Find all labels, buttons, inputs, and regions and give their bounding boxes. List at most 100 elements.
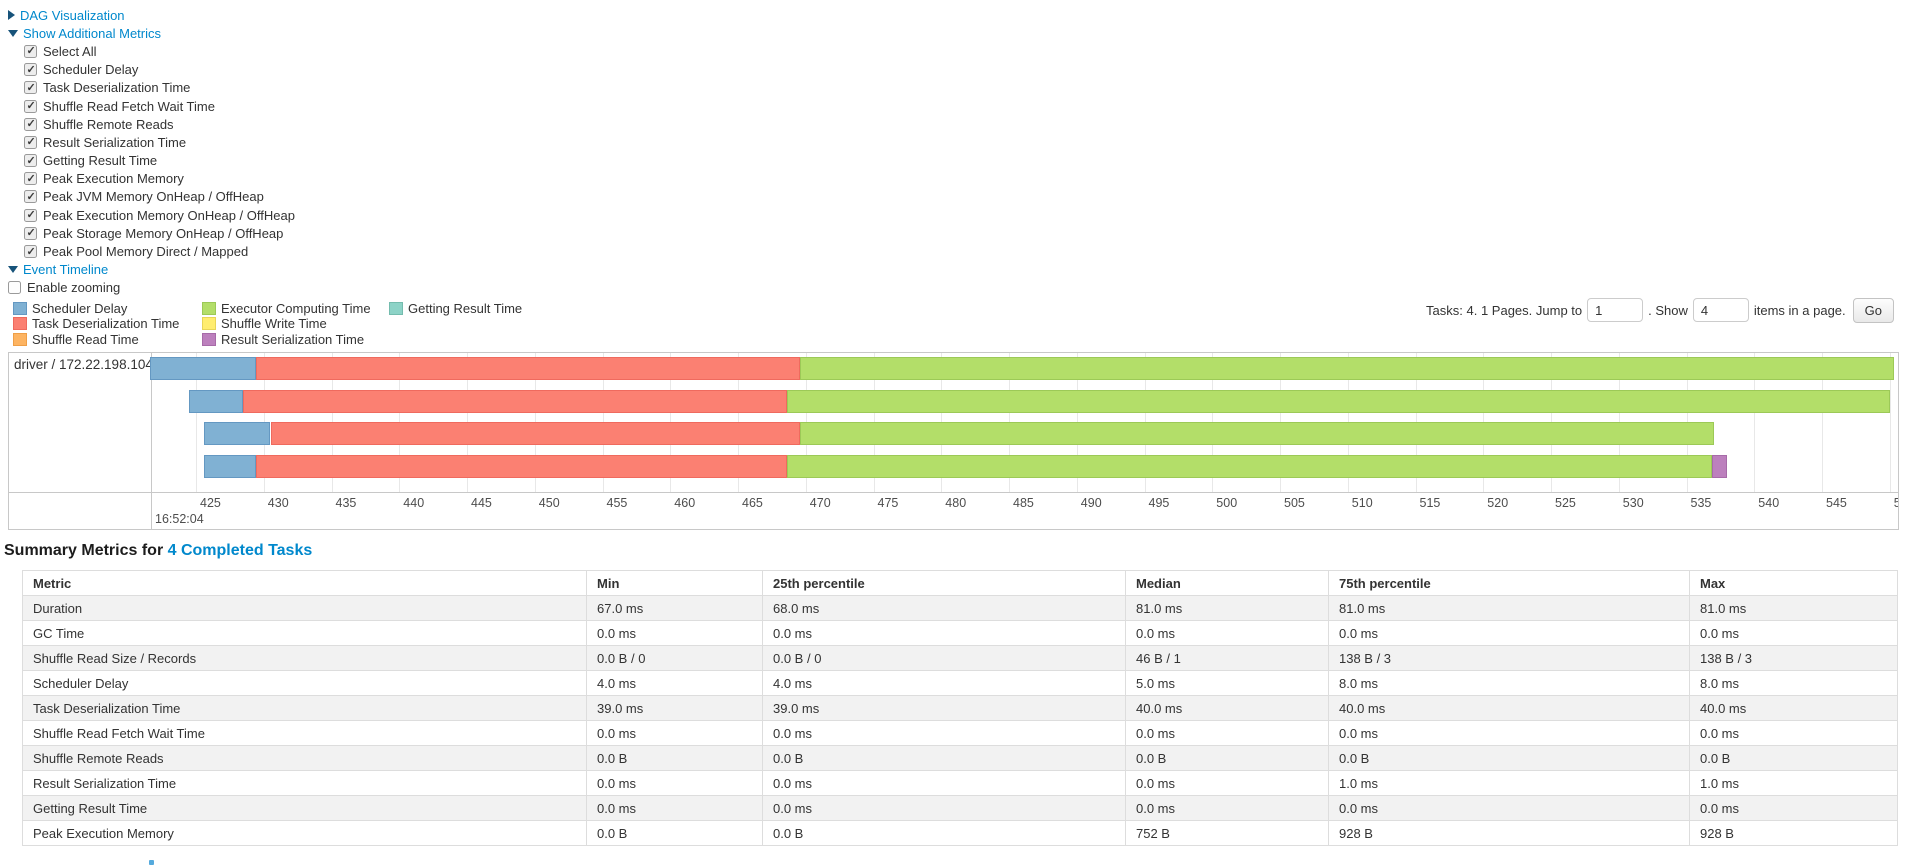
summary-header-cell: Median <box>1125 570 1329 596</box>
summary-cell: 1.0 ms <box>1689 770 1898 796</box>
axis-tick-label: 440 <box>403 496 425 510</box>
group-column-divider <box>151 353 152 529</box>
executor-group-label: driver / 172.22.198.104 <box>14 357 153 372</box>
task-1-scheduler-delay-segment[interactable] <box>189 389 244 413</box>
show-additional-metrics-toggle[interactable]: Show Additional Metrics <box>8 24 295 42</box>
gridline <box>1754 353 1756 492</box>
show-additional-metrics-link[interactable]: Show Additional Metrics <box>23 25 162 41</box>
axis-tick-label: 485 <box>1013 496 1034 510</box>
pagination-tasks-text: Tasks: 4. 1 Pages. Jump to <box>1426 302 1583 318</box>
legend-label: Shuffle Read Time <box>32 331 139 347</box>
legend-item-shuffle-read: Shuffle Read Time <box>13 332 202 347</box>
task-2-task-deserialization-segment[interactable] <box>270 422 801 445</box>
metric-checkbox[interactable] <box>24 63 37 77</box>
metric-checkbox-label: Task Deserialization Time <box>43 80 191 96</box>
summary-cell: 0.0 ms <box>1689 795 1898 821</box>
task-0-scheduler-delay-segment[interactable] <box>149 357 256 380</box>
metric-checkbox-row: Peak Pool Memory Direct / Mapped <box>24 242 295 260</box>
items-per-page-input[interactable] <box>1692 298 1749 322</box>
task-3-task-deserialization-segment[interactable] <box>255 454 787 478</box>
axis-tick-label: 445 <box>471 496 492 510</box>
task-2-scheduler-delay-segment[interactable] <box>204 422 271 445</box>
metric-checkbox[interactable] <box>24 190 37 204</box>
metric-checkbox-row: Shuffle Read Fetch Wait Time <box>24 97 295 115</box>
metric-checkbox-row: Getting Result Time <box>24 152 295 170</box>
metric-checkbox[interactable] <box>24 117 37 131</box>
summary-cell: 752 B <box>1125 820 1329 846</box>
summary-cell: 0.0 ms <box>586 720 763 746</box>
metric-checkbox[interactable] <box>24 81 37 95</box>
metric-checkbox[interactable] <box>24 172 37 186</box>
event-timeline-toggle[interactable]: Event Timeline <box>8 261 295 279</box>
summary-cell: 0.0 ms <box>1328 620 1690 646</box>
summary-cell: 81.0 ms <box>1125 595 1329 621</box>
axis-tick-label: 535 <box>1690 496 1712 510</box>
summary-cell: Result Serialization Time <box>22 770 587 796</box>
metric-checkbox[interactable] <box>24 44 37 58</box>
task-3-result-serialization-segment[interactable] <box>1712 454 1728 478</box>
summary-cell: 0.0 B <box>586 820 763 846</box>
summary-cell: 0.0 B <box>1689 745 1898 771</box>
summary-row-duration: Duration 67.0 ms 68.0 ms 81.0 ms 81.0 ms 81.0… <box>22 595 1898 621</box>
gridline <box>196 353 197 492</box>
task-2-executor-computing-segment[interactable] <box>800 422 1714 445</box>
summary-cell: 40.0 ms <box>1689 695 1898 721</box>
summary-row-task-deserialization-time: Task Deserialization Time 39.0 ms 39.0 ms 4… <box>22 695 1898 721</box>
axis-separator <box>9 492 1898 493</box>
summary-cell: 67.0 ms <box>586 595 763 621</box>
metric-checkbox-label: Peak Execution Memory <box>43 171 184 187</box>
axis-tick-label: 450 <box>538 496 560 510</box>
task-0-executor-computing-segment[interactable] <box>800 357 1894 380</box>
legend-label: Executor Computing Time <box>221 301 371 317</box>
metric-checkbox[interactable] <box>24 135 37 149</box>
collapsible-sections: DAG Visualization Show Additional Metric… <box>8 6 295 297</box>
summary-cell: 68.0 ms <box>762 595 1126 621</box>
jump-to-page-input[interactable] <box>1587 298 1644 322</box>
summary-row-getting-result-time: Getting Result Time 0.0 ms 0.0 ms 0.0 ms 0.0… <box>22 795 1898 821</box>
completed-tasks-link[interactable]: 4 Completed Tasks <box>167 542 313 559</box>
summary-cell: Shuffle Read Size / Records <box>22 645 587 671</box>
summary-table-header-row: Metric Min 25th percentile Median 75th perce… <box>22 570 1898 596</box>
summary-cell: 0.0 ms <box>1689 720 1898 746</box>
metric-checkbox[interactable] <box>24 154 37 168</box>
metric-checkbox[interactable] <box>24 226 37 240</box>
summary-cell: 4.0 ms <box>762 670 1126 696</box>
summary-row-result-serialization-time: Result Serialization Time 0.0 ms 0.0 ms 0.0… <box>22 770 1898 796</box>
go-button[interactable]: Go <box>1852 297 1894 323</box>
axis-major-time-label: 16:52:04 <box>155 512 204 526</box>
axis-tick-label: 530 <box>1622 496 1644 510</box>
scheduler-delay-swatch-icon <box>13 302 27 316</box>
summary-cell: 0.0 ms <box>586 620 763 646</box>
axis-tick-label: 525 <box>1555 496 1576 510</box>
legend-column: Scheduler Delay Task Deserialization Time… <box>13 301 202 347</box>
enable-zooming-checkbox[interactable] <box>8 281 21 295</box>
metric-checkbox[interactable] <box>24 208 37 222</box>
summary-header-cell: Metric <box>22 570 587 596</box>
metric-checkbox-label: Select All <box>43 43 97 59</box>
summary-row-shuffle-read-fetch-wait-time: Shuffle Read Fetch Wait Time 0.0 ms 0.0 ms… <box>22 720 1898 746</box>
axis-tick-label: 490 <box>1080 496 1102 510</box>
metric-checkbox[interactable] <box>24 99 37 113</box>
metric-checkbox[interactable] <box>24 245 37 259</box>
metric-checkbox-row: Result Serialization Time <box>24 133 295 151</box>
summary-cell: Task Deserialization Time <box>22 695 587 721</box>
axis-tick-label: 545 <box>1826 496 1847 510</box>
summary-cell: 0.0 ms <box>1125 720 1329 746</box>
task-3-scheduler-delay-segment[interactable] <box>204 454 256 478</box>
summary-cell: 928 B <box>1328 820 1690 846</box>
metric-checkbox-row: Peak Execution Memory <box>24 170 295 188</box>
dag-visualization-toggle[interactable]: DAG Visualization <box>8 6 295 24</box>
axis-tick-label: 550 <box>1894 496 1898 510</box>
metric-checkbox-label: Result Serialization Time <box>43 134 187 150</box>
summary-cell: 39.0 ms <box>586 695 763 721</box>
summary-cell: 0.0 ms <box>1125 620 1329 646</box>
summary-cell: 0.0 ms <box>762 795 1126 821</box>
event-timeline-link[interactable]: Event Timeline <box>23 262 109 278</box>
dag-visualization-link[interactable]: DAG Visualization <box>20 7 125 23</box>
axis-tick-label: 425 <box>200 496 221 510</box>
task-3-executor-computing-segment[interactable] <box>786 454 1713 478</box>
task-0-task-deserialization-segment[interactable] <box>255 357 801 380</box>
task-1-executor-computing-segment[interactable] <box>786 389 1890 413</box>
task-1-task-deserialization-segment[interactable] <box>243 389 787 413</box>
metric-checkbox-label: Getting Result Time <box>43 153 158 169</box>
